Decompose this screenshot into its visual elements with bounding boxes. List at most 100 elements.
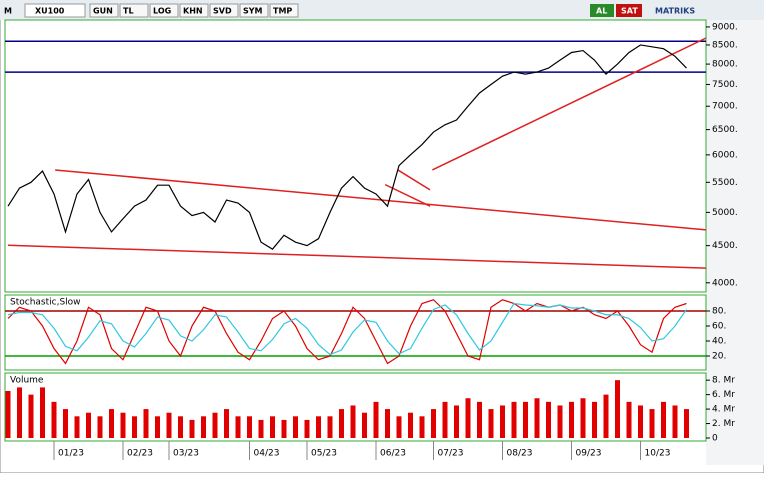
volume-bar [63, 409, 68, 438]
volume-bar [212, 412, 218, 438]
volume-bar [408, 412, 413, 438]
series-line [7, 299, 687, 365]
y-tick-label: 20. [712, 352, 726, 362]
volume-bar [465, 398, 471, 438]
volume-bar [86, 412, 91, 438]
y-tick-label: 4. Mr [712, 405, 735, 415]
toolbar-button[interactable] [209, 3, 239, 18]
volume-bar [270, 416, 275, 438]
volume-bar [40, 387, 45, 438]
volume-title: Volume [10, 376, 44, 386]
x-tick-label: 09/23 [576, 449, 602, 459]
volume-bar [97, 416, 103, 438]
volume-bar [638, 405, 643, 438]
volume-bar [661, 401, 666, 438]
y-tick-label: 7500. [712, 80, 738, 90]
axis-area [706, 20, 764, 465]
toolbar-button[interactable] [179, 3, 209, 18]
toolbar-button-label[interactable]: TL [123, 7, 134, 16]
y-tick-label: 5000. [712, 208, 738, 218]
x-tick-label: 01/23 [58, 449, 84, 459]
volume-bar [477, 401, 482, 438]
y-tick-label: 40. [712, 337, 726, 347]
volume-bar [281, 419, 287, 438]
volume-bar [132, 416, 137, 438]
buy-button[interactable] [590, 4, 614, 17]
volume-bar [28, 394, 34, 438]
trend-line [55, 169, 707, 231]
volume-bar [442, 401, 448, 438]
volume-bar [534, 398, 540, 438]
stoch-panel [4, 294, 707, 371]
volume-bar [511, 401, 517, 438]
volume-bar [339, 409, 344, 438]
toolbar-items: M XU100 AL SAT MATRIKS [4, 3, 695, 18]
y-tick-label: 60. [712, 322, 726, 332]
toolbar-button-label[interactable]: SYM [243, 7, 263, 16]
volume-bar [626, 401, 632, 438]
toolbar-button-label[interactable]: SVD [213, 7, 232, 16]
toolbar-button-label[interactable]: GUN [93, 7, 113, 16]
volume-panel [4, 372, 707, 442]
volume-bar [224, 409, 229, 438]
volume-bar [120, 412, 126, 438]
symbol-box[interactable] [24, 3, 86, 18]
volume-bar [592, 401, 597, 438]
volume-bar [166, 412, 172, 438]
sell-label[interactable]: SAT [621, 7, 638, 16]
volume-bar [362, 412, 367, 438]
volume-bar [350, 405, 356, 438]
x-tick-label: 07/23 [438, 449, 464, 459]
toolbar-button-label[interactable]: KHN [183, 7, 203, 16]
volume-bar [247, 416, 252, 438]
sell-button[interactable] [616, 4, 642, 17]
volume-bar [143, 409, 149, 438]
y-tick-label: 6000. [712, 150, 738, 160]
toolbar-button[interactable] [119, 3, 149, 18]
y-tick-label: 7000. [712, 102, 738, 112]
volume-bar [235, 416, 241, 438]
volume-bar [327, 416, 333, 438]
buy-label[interactable]: AL [596, 7, 607, 16]
volume-bar [74, 416, 80, 438]
volume-bar [603, 394, 609, 438]
y-tick-label: 0 [712, 434, 718, 444]
symbol[interactable]: XU100 [35, 7, 65, 16]
toolbar-button[interactable] [89, 3, 119, 18]
y-tick-label: 4500. [712, 241, 738, 251]
toolbar-button[interactable] [149, 3, 179, 18]
toolbar-button-label[interactable]: TMP [273, 7, 292, 16]
volume-bar [431, 409, 436, 438]
x-tick-label: 05/23 [311, 449, 337, 459]
volume-bar [523, 401, 528, 438]
volume-bar [258, 419, 264, 438]
volume-bar [51, 401, 57, 438]
y-tick-label: 4000. [712, 278, 738, 288]
volume-bar [109, 409, 114, 438]
volume-bar [201, 416, 206, 438]
volume-bar [615, 380, 620, 438]
volume-bar [488, 409, 494, 438]
y-tick-label: 8000. [712, 60, 738, 70]
price-panel [4, 19, 707, 293]
volume-bar [385, 409, 390, 438]
toolbar-button-label[interactable]: LOG [153, 7, 171, 16]
y-tick-label: 6500. [712, 125, 738, 135]
y-tick-label: 9000. [712, 22, 738, 32]
series-line [7, 302, 687, 356]
y-tick-label: 80. [712, 307, 726, 317]
volume-bar [546, 401, 551, 438]
volume-bar [155, 416, 160, 438]
toolbar-button[interactable] [239, 3, 269, 18]
series-line [7, 44, 687, 250]
volume-bar [293, 416, 298, 438]
volume-bar [5, 391, 11, 438]
toolbar-button[interactable] [269, 3, 299, 18]
volume-bar [557, 405, 563, 438]
volume-bar [672, 405, 678, 438]
trend-line [7, 244, 707, 269]
volume-bar [580, 398, 586, 438]
